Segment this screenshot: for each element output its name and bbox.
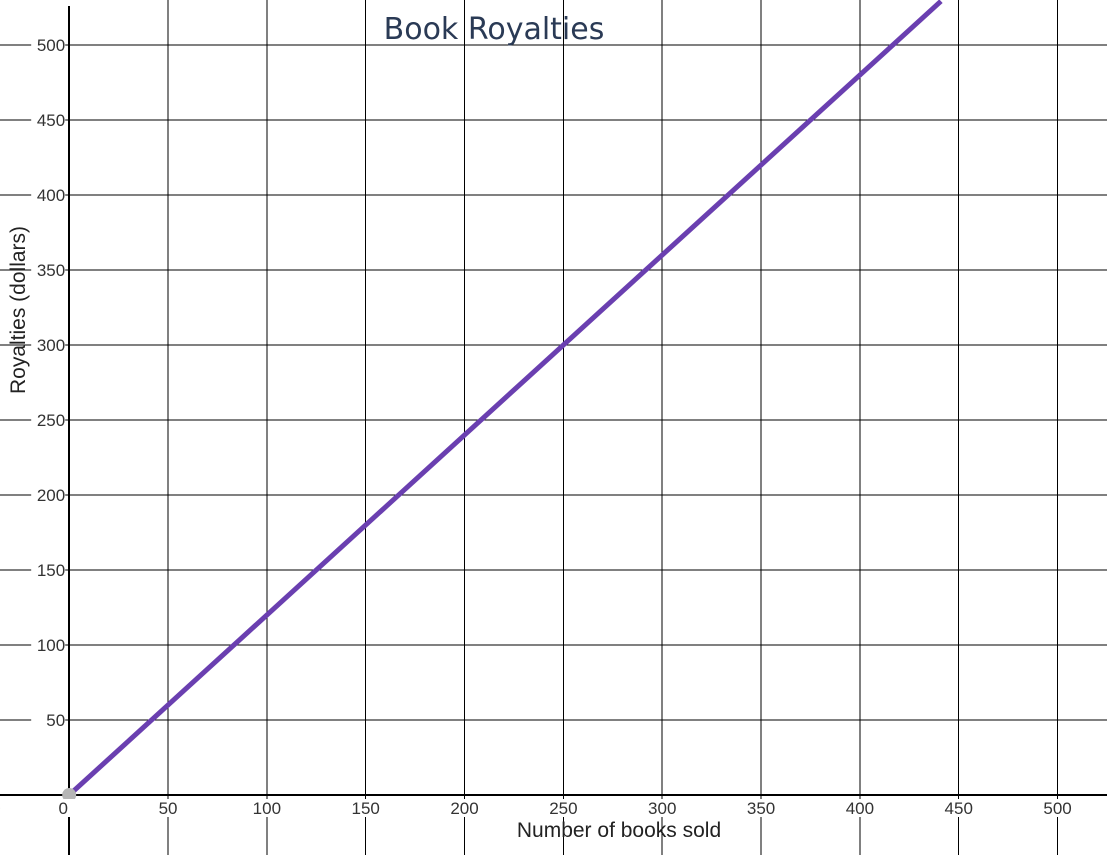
y-tick-bg-350: [31, 260, 66, 279]
y-tick-label-500: 500: [37, 36, 65, 55]
y-tick-label-450: 450: [37, 111, 65, 130]
vertical-gridlines: [167, 0, 1059, 855]
y-tick-label-150: 150: [37, 561, 65, 580]
chart-title: Book Royalties: [384, 12, 605, 47]
y-tick-bg-300: [31, 335, 66, 354]
y-tick-bg-100: [31, 635, 66, 654]
x-tick-label-150: 150: [352, 799, 380, 818]
x-tick-bg-350: [745, 799, 778, 817]
y-tick-bg-500: [31, 35, 66, 54]
y-tick-bg-50: [31, 710, 66, 729]
series-line-0: [67, 0, 943, 797]
x-tick-bg-300: [646, 799, 679, 817]
y-tick-bg-250: [31, 410, 66, 429]
y-tick-label-350: 350: [37, 261, 65, 280]
axes: [0, 6, 1107, 855]
y-tick-label-200: 200: [37, 486, 65, 505]
series-layer: [62, 0, 943, 802]
x-tick-labels: 0 50 100 150 200 250 300 350 400 450 500: [47, 799, 1074, 818]
y-tick-label-300: 300: [37, 336, 65, 355]
y-tick-labels: 50 100 150 200 250 300 350 400 450 500: [31, 35, 66, 730]
x-tick-label-0: 0: [58, 799, 67, 818]
x-tick-bg-50: [152, 799, 185, 817]
y-tick-label-50: 50: [46, 711, 65, 730]
x-tick-label-50: 50: [159, 799, 178, 818]
x-tick-bg-450: [942, 799, 975, 817]
x-tick-bg-0: [47, 799, 80, 817]
y-tick-label-400: 400: [37, 186, 65, 205]
x-tick-label-100: 100: [253, 799, 281, 818]
origin-point: [62, 788, 77, 802]
x-tick-bg-400: [843, 799, 876, 817]
x-tick-label-300: 300: [648, 799, 676, 818]
x-tick-bg-500: [1041, 799, 1074, 817]
y-tick-label-100: 100: [37, 636, 65, 655]
x-tick-label-400: 400: [846, 799, 874, 818]
partial-x-tick-label: 0: [0, 799, 1, 818]
horizontal-gridlines: [0, 44, 1107, 721]
y-axis-title: Royalties (dollars): [7, 226, 30, 394]
x-tick-label-500: 500: [1043, 799, 1071, 818]
y-tick-bg-150: [31, 560, 66, 579]
y-tick-bg-200: [31, 485, 66, 504]
x-tick-label-350: 350: [747, 799, 775, 818]
x-tick-label-250: 250: [549, 799, 577, 818]
y-tick-bg-400: [31, 185, 66, 204]
y-tick-label-250: 250: [37, 411, 65, 430]
x-tick-bg-100: [250, 799, 283, 817]
y-tick-bg-450: [31, 110, 66, 129]
x-tick-label-450: 450: [945, 799, 973, 818]
x-axis-title: Number of books sold: [517, 819, 721, 842]
x-tick-bg-250: [547, 799, 580, 817]
x-tick-bg-200: [448, 799, 481, 817]
x-tick-bg-150: [349, 799, 382, 817]
x-tick-label-200: 200: [450, 799, 478, 818]
